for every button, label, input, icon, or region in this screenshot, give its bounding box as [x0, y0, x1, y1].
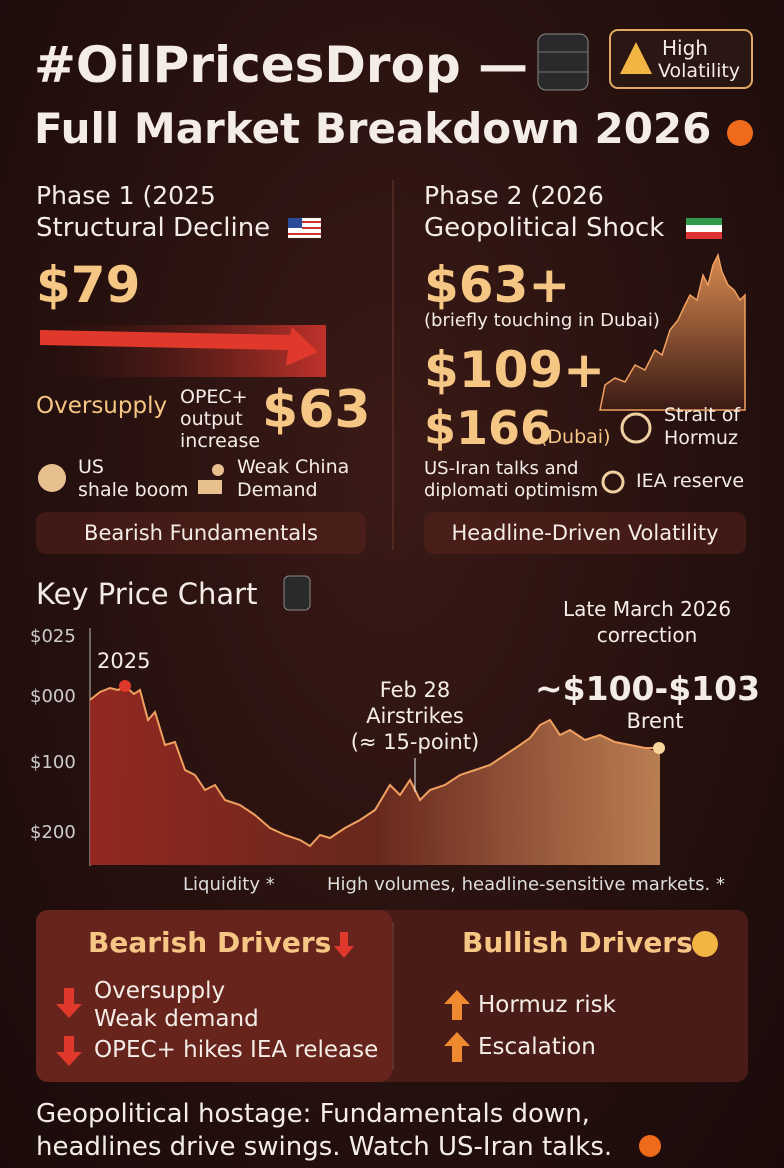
label: increase: [180, 430, 261, 452]
factor: Weak China: [237, 456, 350, 478]
footer-text: headlines drive swings. Watch US-Iran ta…: [36, 1132, 613, 1162]
driver-item: Escalation: [478, 1034, 596, 1060]
annotation: Feb 28: [379, 678, 451, 702]
start-dot: [119, 680, 131, 692]
driver-item: Oversupply: [94, 978, 226, 1004]
y-label: $000: [30, 686, 76, 707]
desk-icon: [198, 480, 222, 494]
title: #OilPricesDrop —: [34, 36, 529, 94]
annotation: Airstrikes: [366, 704, 464, 728]
badge-text: High: [662, 36, 708, 60]
up-arrow: [444, 1032, 470, 1062]
down-arrow: [334, 932, 354, 958]
label: OPEC+: [180, 386, 248, 408]
phase-title: Phase 2 (2026: [424, 181, 604, 210]
label: IEA reserve: [636, 470, 745, 492]
label: Hormuz: [664, 427, 738, 449]
factor: Demand: [237, 479, 318, 501]
y-label: $200: [30, 822, 76, 843]
warning-icon: [620, 42, 652, 74]
decline-arrow: [40, 327, 318, 366]
annotation: (≈ 15-point): [350, 730, 480, 754]
hormuz-icon: [620, 412, 652, 444]
note: (Dubai): [540, 426, 611, 448]
driver-item: Weak demand: [94, 1006, 259, 1032]
label: Oversupply: [36, 393, 168, 419]
globe-icon: [38, 464, 66, 492]
annotation: correction: [596, 623, 698, 647]
price-area: [90, 686, 660, 865]
barrel-icon: [537, 33, 589, 91]
y-label: $025: [30, 626, 76, 647]
annotation: Late March 2026: [562, 597, 732, 621]
badge-text: Volatility: [658, 60, 741, 82]
mini-chart: [599, 252, 746, 411]
note: (briefly touching in Dubai): [424, 310, 660, 331]
phase-title: Geopolitical Shock: [424, 213, 665, 243]
price: $109+: [424, 341, 606, 399]
price: $63+: [424, 256, 571, 314]
smile-icon: [692, 931, 718, 957]
label: output: [180, 408, 243, 430]
fire-icon: [639, 1135, 661, 1157]
label: US-Iran talks and: [424, 458, 579, 479]
price-line: [89, 684, 655, 848]
chart-title: Key Price Chart: [36, 577, 258, 611]
driver-title: Bearish Drivers: [88, 926, 332, 959]
iea-icon: [601, 470, 625, 494]
summary: Bearish Fundamentals: [36, 512, 366, 554]
iran-flag: [686, 218, 722, 239]
up-arrow: [444, 990, 470, 1020]
price: $79: [36, 256, 141, 314]
chart-barrel: [283, 575, 311, 611]
subtitle: Full Market Breakdown 2026: [34, 104, 712, 153]
down-arrow: [56, 1036, 82, 1066]
phase-title: Phase 1 (2025: [36, 181, 216, 210]
annotation: Brent: [626, 709, 684, 733]
price: $63: [262, 380, 371, 440]
footnote: High volumes, headline-sensitive markets…: [327, 874, 725, 895]
summary: Headline-Driven Volatility: [424, 512, 746, 554]
label: Strait of: [664, 404, 741, 426]
footnote: Liquidity *: [183, 874, 275, 895]
end-dot: [653, 742, 665, 754]
annotation: 2025: [97, 649, 151, 673]
driver-item: OPEC+ hikes IEA release: [94, 1037, 379, 1063]
phase-title: Structural Decline: [36, 213, 271, 243]
down-arrow: [56, 988, 82, 1018]
factor: shale boom: [78, 479, 189, 501]
y-label: $100: [30, 752, 76, 773]
fire-icon: [727, 120, 753, 146]
annotation: ~$100-$103: [535, 669, 761, 708]
driver-item: Hormuz risk: [478, 992, 616, 1018]
factor: US: [78, 456, 104, 478]
label: diplomati optimism: [424, 480, 599, 501]
footer-text: Geopolitical hostage: Fundamentals down,: [36, 1099, 590, 1129]
price: $166: [424, 401, 553, 455]
driver-title: Bullish Drivers: [462, 926, 693, 959]
